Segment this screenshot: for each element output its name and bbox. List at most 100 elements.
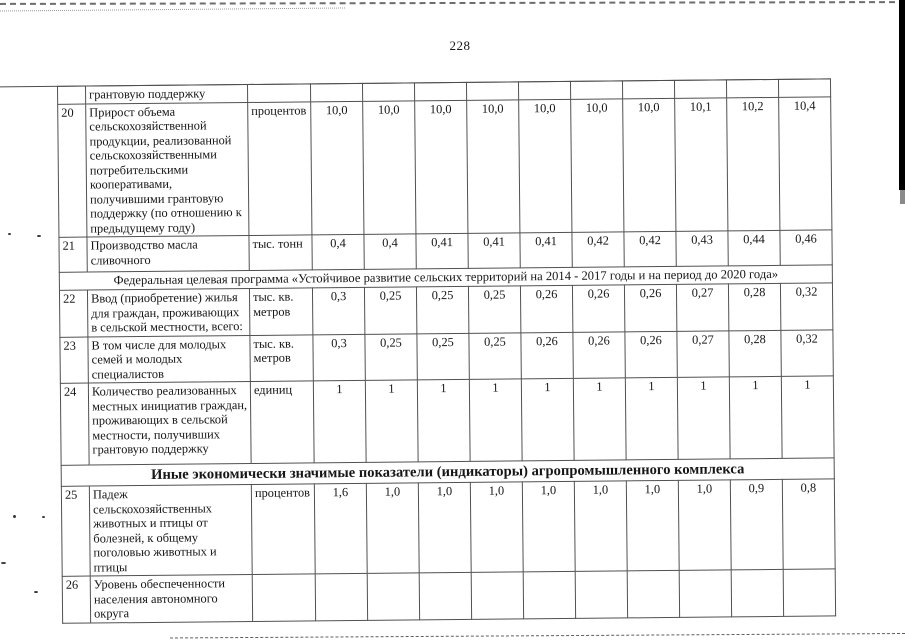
indicator-name-cell: Количество реализованных местных инициат… [88, 381, 252, 466]
value-cell: 10,0 [466, 99, 520, 234]
value-cell: 1,0 [366, 482, 420, 574]
indicator-name-cell: Производство масла сливочного [86, 235, 250, 273]
unit-cell: процентов [251, 483, 316, 575]
value-cell: 0,26 [624, 330, 678, 378]
unit-cell [247, 83, 311, 103]
row-num-cell: 21 [58, 237, 88, 273]
value-cell [471, 571, 524, 619]
value-cell: 0,44 [727, 230, 781, 266]
row-num-cell: 20 [57, 103, 87, 238]
value-cell: 0,32 [780, 282, 833, 330]
value-cell [679, 569, 732, 617]
indicator-name-cell: В том числе для молодых семей и молодых … [87, 334, 251, 384]
value-cell: 10,0 [622, 97, 676, 232]
value-cell: 1,0 [626, 480, 680, 571]
indicator-name-cell: Прирост объема сельскохозяйственной прод… [85, 102, 249, 238]
value-cell: 0,27 [676, 283, 729, 331]
value-cell [674, 79, 727, 98]
value-cell: 0,26 [624, 284, 677, 332]
row-num-cell: 25 [61, 486, 91, 577]
value-cell: 1 [625, 377, 679, 460]
value-cell [726, 79, 779, 98]
table-scan-area: грантовую поддержку 20 Прирост объема сель… [0, 78, 836, 623]
value-cell: 1 [573, 377, 627, 461]
value-cell [414, 82, 467, 101]
value-cell [466, 81, 519, 100]
row-num-cell: 26 [62, 576, 91, 623]
value-cell [518, 81, 571, 100]
value-cell: 10,0 [310, 100, 364, 235]
value-cell [622, 80, 675, 99]
scan-artifact-top-line [0, 1, 905, 5]
row-num-cell [57, 86, 86, 104]
value-cell: 0,25 [364, 333, 418, 381]
value-cell: 0,3 [312, 333, 366, 381]
value-cell: 0,26 [572, 284, 625, 332]
value-cell: 0,28 [728, 283, 781, 331]
scan-edge-black-bar-tail [900, 190, 905, 204]
unit-cell: тыс. кв. метров [249, 287, 313, 335]
scan-speck [1, 562, 6, 564]
value-cell: 0,27 [676, 330, 730, 378]
scan-artifact-top-smear [0, 7, 345, 12]
indicator-name-cell: Уровень обеспеченности населения автоном… [90, 574, 253, 623]
row-num-cell: 24 [60, 383, 90, 466]
value-cell: 0,8 [782, 478, 836, 570]
value-cell: 10,0 [570, 98, 624, 233]
unit-cell [252, 573, 316, 621]
unit-cell: тыс. тонн [248, 234, 313, 271]
value-cell: 0,26 [520, 285, 573, 333]
value-cell: 1 [469, 378, 523, 462]
value-cell: 1 [521, 378, 575, 461]
value-cell: 1,0 [678, 479, 732, 571]
unit-cell: единиц [250, 380, 315, 464]
value-cell: 0,9 [730, 479, 784, 570]
value-cell: 1 [313, 380, 367, 463]
value-cell: 1,0 [418, 482, 472, 573]
row-num-cell: 23 [59, 336, 89, 384]
value-cell [731, 569, 784, 617]
value-cell: 10,0 [518, 98, 572, 233]
indicator-name-cell: Ввод (приобретение) жилья для граждан, п… [87, 288, 250, 337]
indicators-table: грантовую поддержку 20 Прирост объема сель… [57, 78, 836, 623]
value-cell: 10,2 [726, 96, 780, 231]
value-cell: 1,0 [470, 481, 524, 573]
value-cell: 0,26 [520, 331, 574, 379]
value-cell [523, 571, 576, 619]
scan-speck [8, 233, 11, 235]
scan-speck [37, 235, 41, 237]
value-cell: 0,32 [780, 329, 834, 377]
value-cell [783, 568, 836, 616]
table-row: 25 Падеж сельскохозяйственных животных и … [61, 478, 836, 577]
scan-edge-black-bar [899, 0, 905, 190]
value-cell: 1,0 [574, 480, 628, 572]
value-cell: 10,4 [778, 96, 832, 231]
unit-cell: тыс. кв. метров [249, 334, 314, 382]
value-cell: 0,25 [468, 332, 522, 380]
value-cell: 0,3 [312, 287, 365, 335]
value-cell: 0,41 [415, 233, 469, 269]
value-cell [575, 570, 628, 618]
table-row: 26 Уровень обеспеченности населения автон… [62, 568, 836, 623]
value-cell: 0,25 [364, 286, 417, 334]
value-cell [570, 80, 623, 99]
value-cell: 0,42 [623, 231, 677, 267]
value-cell: 0,42 [571, 231, 625, 268]
value-cell: 0,46 [779, 229, 833, 266]
value-cell [310, 83, 363, 102]
value-cell: 0,25 [416, 286, 469, 334]
table-row: 23 В том числе для молодых семей и молоды… [59, 329, 834, 384]
value-cell: 0,25 [468, 285, 521, 333]
scan-speck [13, 515, 16, 518]
value-cell [778, 78, 831, 97]
value-cell: 0,26 [572, 331, 626, 379]
value-cell: 10,1 [674, 97, 728, 232]
value-cell: 10,0 [414, 99, 468, 234]
unit-cell: процентов [247, 101, 312, 236]
indicator-name-cell: Падеж сельскохозяйственных животных и пт… [89, 484, 253, 577]
value-cell: 0,25 [416, 332, 470, 380]
value-cell: 0,41 [467, 232, 521, 269]
table-row: 24 Количество реализованных местных иници… [60, 375, 835, 466]
row-num-cell: 22 [59, 290, 88, 337]
value-cell: 1 [417, 379, 471, 462]
